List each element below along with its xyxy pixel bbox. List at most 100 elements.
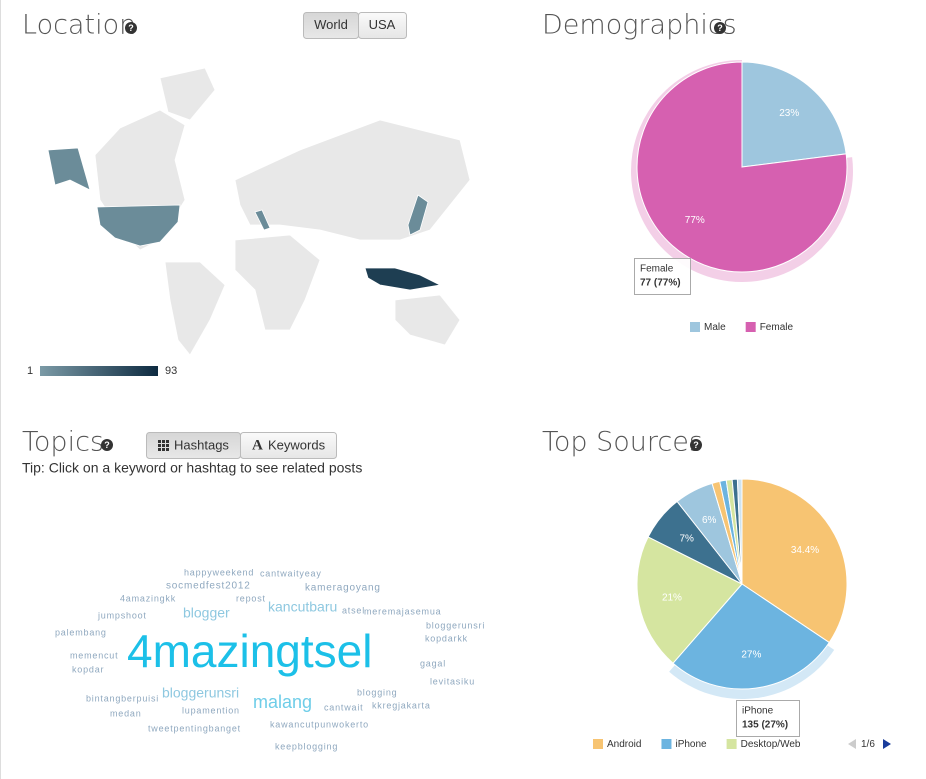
- pager-text: 1/6: [861, 739, 875, 750]
- word[interactable]: socmedfest2012: [166, 581, 251, 592]
- help-mark: ?: [128, 23, 134, 33]
- pie-slice[interactable]: [636, 61, 848, 273]
- word[interactable]: repost: [236, 593, 266, 603]
- slice-label: 21%: [662, 592, 682, 603]
- button[interactable]: [358, 12, 407, 39]
- panel-title: Top Sources: [542, 427, 703, 458]
- word[interactable]: gagal: [420, 658, 446, 668]
- word[interactable]: 4amazingkk: [120, 593, 176, 603]
- word[interactable]: bintangberpuisi: [86, 693, 159, 703]
- legend-swatch[interactable]: [661, 739, 672, 749]
- region-japan: [407, 194, 429, 236]
- word[interactable]: blogger: [183, 605, 230, 621]
- slice-label: 23%: [779, 108, 799, 119]
- word[interactable]: kopdar: [72, 664, 104, 674]
- scale-bar: [40, 366, 158, 376]
- tooltip-text: 77 (77%): [640, 278, 681, 289]
- tooltip-title: Female: [640, 264, 674, 275]
- panel-title: Location: [22, 10, 136, 41]
- word-cloud: happyweekend cantwaityeay socmedfest2012 ka…: [55, 567, 485, 751]
- slice-label: 27%: [741, 649, 761, 660]
- help-icon[interactable]: ?: [714, 22, 726, 34]
- word[interactable]: blogging: [357, 687, 397, 697]
- help-mark: ?: [104, 440, 110, 450]
- tooltip: iPhone 135 (27%): [736, 700, 800, 737]
- help-mark: ?: [693, 440, 699, 450]
- button-label[interactable]: World: [314, 17, 348, 32]
- word[interactable]: lupamention: [182, 705, 240, 715]
- region-italy: [254, 209, 271, 231]
- scale-min: 1: [27, 365, 33, 377]
- help-mark: ?: [717, 23, 723, 33]
- word[interactable]: levitasiku: [430, 676, 475, 686]
- word[interactable]: kkregjakarta: [372, 700, 431, 710]
- legend-pager: 1/6: [848, 739, 891, 750]
- grid-icon: [158, 440, 169, 451]
- word[interactable]: meremajasemua: [364, 606, 441, 616]
- tooltip-box: [736, 700, 800, 737]
- color-scale: 1 93: [27, 365, 177, 377]
- word[interactable]: 4mazingtsel: [127, 625, 372, 677]
- word[interactable]: kameragoyang: [305, 583, 381, 594]
- pie-chart: 34.4% 27% 21% 7% 6% Android iPhone Desktop/Web: [593, 478, 848, 750]
- legend-swatch[interactable]: [745, 322, 756, 332]
- australia: [394, 294, 461, 346]
- word[interactable]: happyweekend: [184, 567, 254, 577]
- world-map: [47, 67, 471, 356]
- south-america: [164, 261, 226, 356]
- word[interactable]: medan: [110, 708, 142, 718]
- legend-label[interactable]: Android: [607, 739, 641, 750]
- word[interactable]: bloggerunsri: [162, 685, 239, 701]
- legend-label[interactable]: Desktop/Web: [741, 739, 801, 750]
- word[interactable]: malang: [253, 692, 312, 712]
- word[interactable]: kopdarkk: [425, 633, 468, 643]
- slice-label: 34.4%: [791, 545, 819, 556]
- word[interactable]: cantwait: [324, 702, 363, 712]
- button-label[interactable]: Keywords: [268, 437, 326, 452]
- panel-title: Demographics: [542, 10, 737, 41]
- word[interactable]: kancutbaru: [268, 599, 337, 615]
- legend-swatch[interactable]: [726, 739, 737, 749]
- legend-label[interactable]: Female: [760, 322, 794, 333]
- button-label[interactable]: USA: [369, 17, 396, 32]
- word[interactable]: atsel: [342, 605, 365, 615]
- pager-prev[interactable]: [848, 739, 856, 749]
- legend-swatch[interactable]: [593, 739, 603, 749]
- word[interactable]: cantwaityeay: [260, 568, 322, 578]
- word[interactable]: memencut: [70, 650, 118, 660]
- keyword-icon: A: [252, 437, 263, 453]
- panel-title: Topics: [22, 427, 104, 458]
- word[interactable]: tweetpentingbanget: [148, 723, 241, 733]
- tip-text: Tip: Click on a keyword or hashtag to se…: [22, 460, 362, 476]
- pie-slice[interactable]: [741, 61, 847, 168]
- help-icon[interactable]: ?: [101, 439, 113, 451]
- slice-label: 77%: [685, 215, 705, 226]
- pie-chart: 23% 77% Male Female: [631, 60, 854, 333]
- help-icon[interactable]: ?: [125, 22, 137, 34]
- legend-label[interactable]: Male: [704, 322, 726, 333]
- scale-max: 93: [165, 365, 177, 377]
- pie-slice[interactable]: [636, 536, 743, 664]
- word[interactable]: bloggerunsri: [426, 620, 485, 630]
- tooltip-box: [634, 258, 691, 295]
- pie-slice[interactable]: [741, 478, 848, 644]
- word[interactable]: jumpshoot: [97, 610, 147, 620]
- legend-swatch[interactable]: [690, 322, 700, 332]
- pie-slice[interactable]: [672, 583, 830, 690]
- tooltip-title: iPhone: [742, 706, 774, 717]
- button[interactable]: [240, 432, 337, 459]
- help-icon[interactable]: ?: [690, 439, 702, 451]
- toggle-group: Hashtags A Keywords: [146, 432, 337, 459]
- toggle-group: World USA: [303, 12, 407, 39]
- greenland: [159, 67, 216, 121]
- word[interactable]: kawancutpunwokerto: [270, 719, 369, 729]
- word[interactable]: keepblogging: [275, 741, 338, 751]
- pie-slice[interactable]: [736, 478, 743, 585]
- word[interactable]: palembang: [55, 627, 107, 637]
- button-label[interactable]: Hashtags: [174, 437, 229, 452]
- eurasia: [234, 119, 471, 241]
- pager-next[interactable]: [883, 739, 891, 749]
- region-usa: [96, 204, 181, 247]
- legend-label[interactable]: iPhone: [675, 739, 707, 750]
